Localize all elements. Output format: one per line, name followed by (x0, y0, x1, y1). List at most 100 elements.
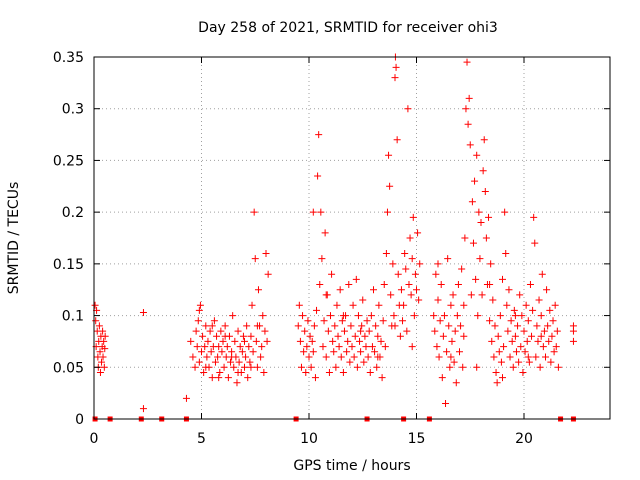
data-point (380, 281, 388, 289)
data-point (230, 363, 238, 371)
data-point (450, 358, 458, 366)
data-point (515, 358, 523, 366)
y-axis-label: SRMTID / TECUs (6, 182, 22, 295)
data-point (320, 317, 328, 325)
data-point (100, 363, 108, 371)
data-point (215, 374, 223, 382)
data-point (258, 343, 266, 351)
data-point (505, 286, 513, 294)
data-point (451, 327, 459, 335)
data-point (91, 301, 99, 309)
data-point (400, 301, 408, 309)
data-point (202, 322, 210, 330)
data-point (348, 343, 356, 351)
data-point (217, 327, 225, 335)
data-point (517, 343, 525, 351)
data-point (460, 301, 468, 309)
data-point (499, 275, 506, 283)
data-point (476, 255, 484, 263)
data-point (315, 131, 323, 139)
data-point (434, 296, 442, 304)
data-point (301, 327, 309, 335)
data-point (101, 332, 109, 340)
data-point (382, 250, 390, 258)
data-point (317, 208, 325, 216)
grid-layer (94, 57, 610, 419)
data-point (493, 379, 501, 387)
data-point (311, 374, 319, 382)
data-point (436, 317, 444, 325)
data-point (346, 358, 354, 366)
data-point (449, 291, 457, 299)
data-point (356, 337, 364, 345)
data-point (405, 281, 413, 289)
data-point (257, 353, 265, 361)
data-point (220, 363, 228, 371)
data-point (520, 327, 528, 335)
data-point (407, 291, 415, 299)
data-point (191, 363, 199, 371)
data-point (552, 343, 560, 351)
data-point (196, 301, 204, 309)
data-point (296, 337, 304, 345)
data-point (343, 348, 351, 356)
data-point (305, 353, 313, 361)
data-point (486, 281, 494, 289)
data-point (234, 327, 242, 335)
data-point (480, 136, 488, 144)
data-point (463, 58, 471, 66)
data-point (219, 337, 227, 345)
data-point (466, 141, 474, 149)
data-point (538, 270, 546, 278)
y-tick-label: 0.1 (62, 309, 84, 325)
data-point (435, 353, 443, 361)
data-point (471, 177, 479, 185)
data-point (223, 343, 231, 351)
data-point (368, 343, 376, 351)
data-point (404, 105, 412, 113)
data-point (392, 63, 400, 71)
data-point (499, 374, 506, 382)
data-point (489, 296, 497, 304)
data-point (250, 208, 258, 216)
data-point (194, 317, 202, 325)
data-point (262, 250, 270, 258)
data-point (203, 353, 211, 361)
data-point (351, 332, 359, 340)
data-point (446, 363, 454, 371)
data-point (333, 301, 341, 309)
data-point (367, 312, 375, 320)
data-point (478, 291, 486, 299)
data-point (308, 337, 316, 345)
data-point (477, 218, 485, 226)
data-point (439, 332, 447, 340)
data-point (442, 399, 450, 407)
y-tick-label: 0.15 (53, 257, 84, 273)
tick-layer: 0 0.05 0.1 0.15 0.2 0.25 0.3 0.35 0 5 10 15 20 (53, 50, 610, 447)
data-point (95, 322, 103, 330)
data-point (545, 337, 553, 345)
data-point (569, 327, 577, 335)
data-point (448, 337, 456, 345)
data-point (497, 358, 505, 366)
data-point (374, 353, 382, 361)
data-point (416, 260, 424, 268)
data-point (524, 317, 532, 325)
data-point (454, 281, 462, 289)
data-point (391, 322, 399, 330)
data-point (352, 275, 360, 283)
data-point (533, 322, 541, 330)
data-point (214, 353, 222, 361)
data-point (309, 208, 317, 216)
data-point (353, 363, 361, 371)
data-point (98, 358, 106, 366)
data-point (340, 327, 348, 335)
data-point (303, 343, 311, 351)
data-point (300, 348, 308, 356)
data-point (381, 343, 389, 351)
data-point (200, 368, 208, 376)
data-point (92, 317, 100, 325)
data-point (331, 322, 339, 330)
